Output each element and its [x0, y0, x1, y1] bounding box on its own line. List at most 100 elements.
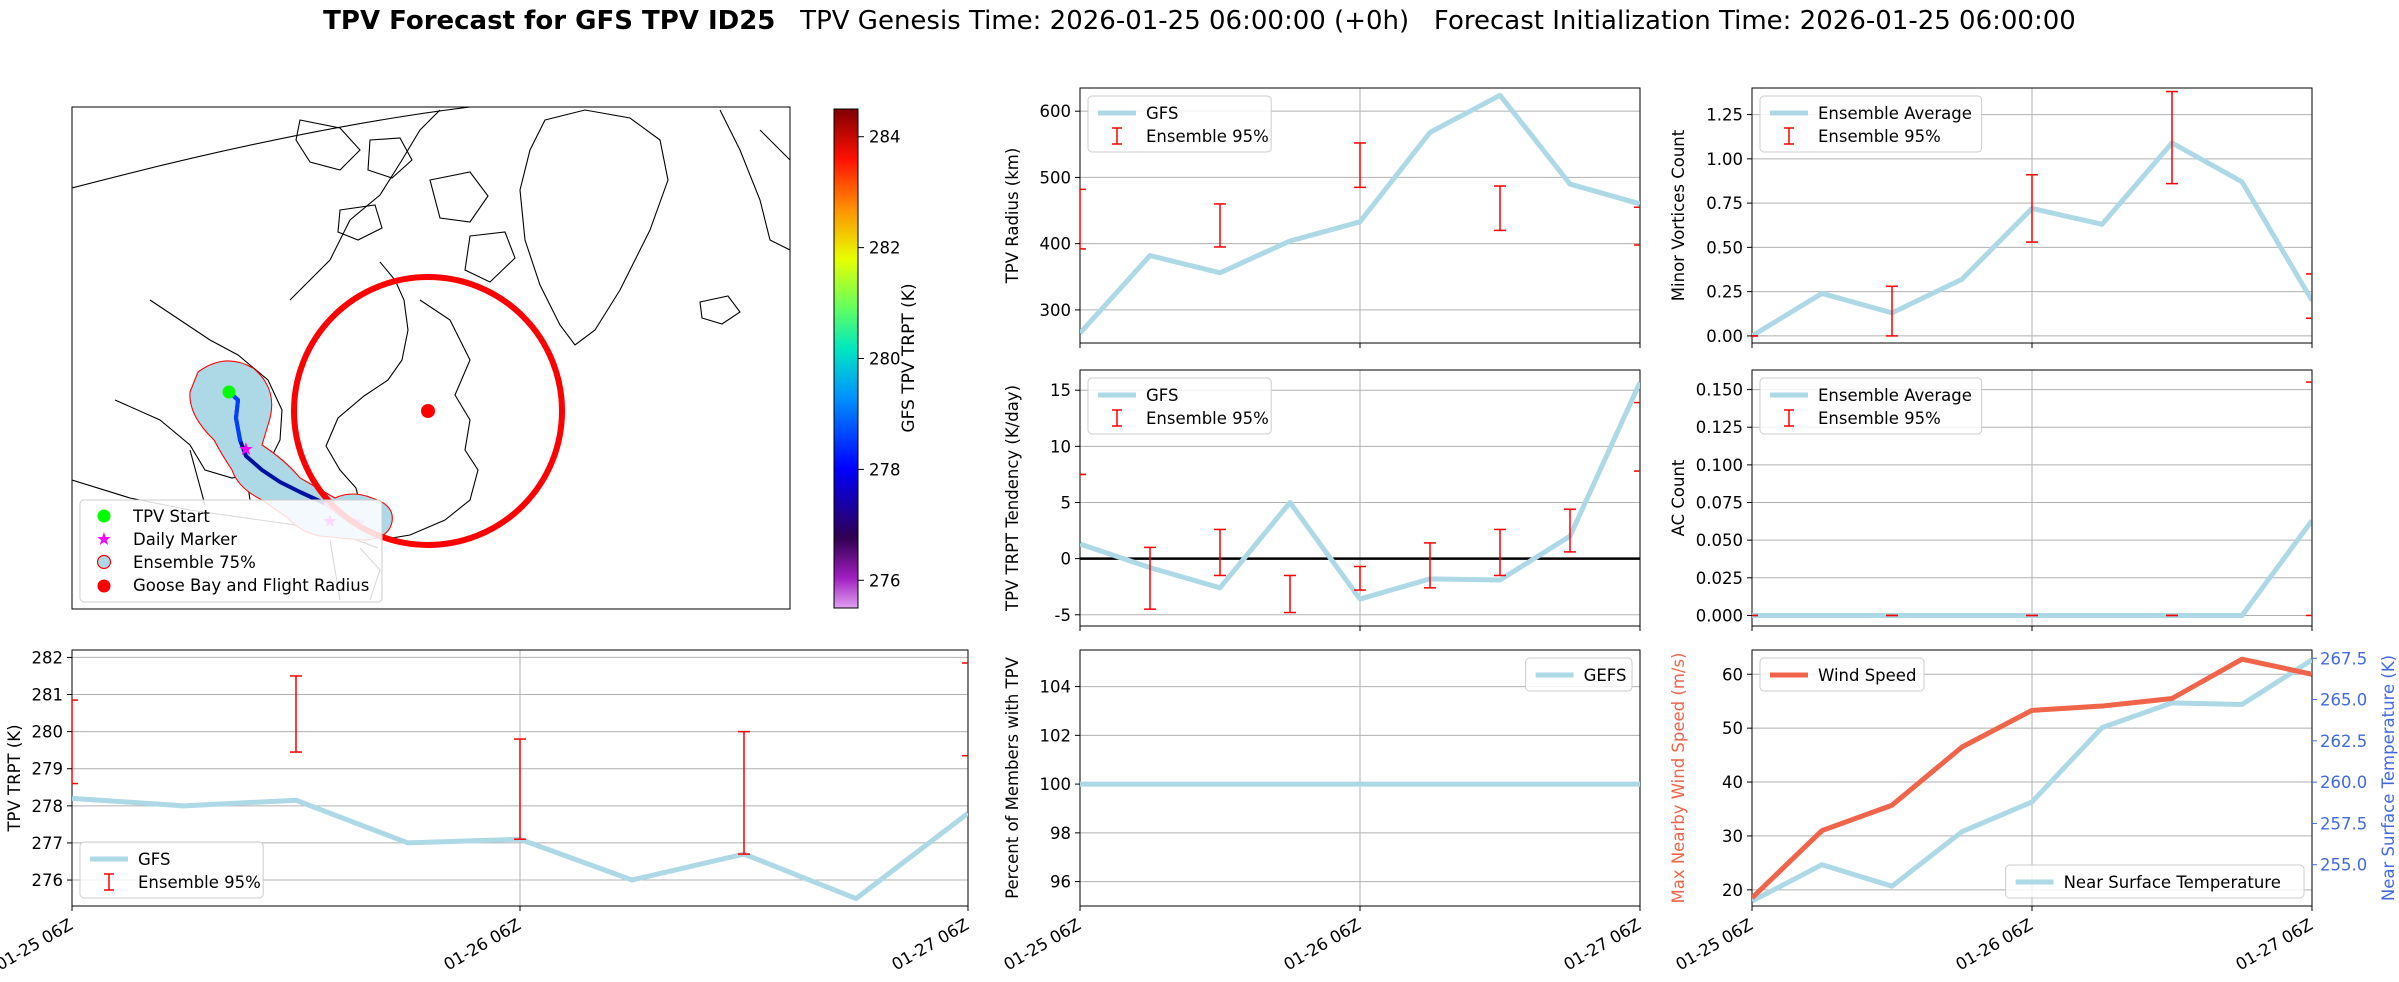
y-tick-label: 0.00: [1706, 327, 1743, 346]
tpv-start-marker: [222, 385, 236, 399]
series-line: [1752, 656, 2312, 900]
legend-label: Ensemble 95%: [1146, 409, 1269, 428]
y-tick-label: 102: [1040, 726, 1072, 745]
flight-radius: [291, 274, 565, 548]
figure-title: TPV Forecast for GFS TPV ID25 TPV Genesi…: [0, 6, 2399, 36]
y-tick-label: 1.25: [1706, 106, 1743, 125]
legend: Wind Speed: [1759, 657, 1925, 692]
y2-tick-label: 257.5: [2320, 814, 2367, 833]
colorbar-tick-label: 276: [869, 571, 901, 590]
plot-area: [1080, 92, 1640, 335]
legend-goose-icon: [97, 579, 111, 593]
island-3: [429, 171, 489, 223]
trpt-panel: 276 277 278 279 280 281 282 01-25 06Z 01-26 06Z 0…: [0, 648, 972, 974]
legend: GFS Ensemble 95%: [1087, 95, 1272, 153]
legend-box: [1759, 657, 1925, 692]
colorbar: 276 278 280 282 284 GFS TPV TRPT (K): [833, 108, 919, 609]
map-panel: ★ ★ TPV Start ★ Daily Marker Ensemble 75…: [71, 106, 919, 610]
percent-members-panel: 96 98 100 102 104 01-25 06Z 01-26 06Z 01-27 06Z…: [1000, 649, 1644, 974]
y-tick-label: 0.25: [1706, 283, 1743, 302]
legend-start-label: TPV Start: [132, 507, 210, 526]
y-axis-label: TPV TRPT (K): [5, 724, 24, 832]
y-axis-label: Max Nearby Wind Speed (m/s): [1669, 652, 1688, 903]
y-tick-label: 500: [1040, 168, 1072, 187]
x-tick-label: 01-27 06Z: [2232, 915, 2316, 974]
legend-label: Ensemble 95%: [138, 873, 261, 892]
y-tick-label: 0.050: [1696, 531, 1743, 550]
y-tick-label: 0.150: [1696, 381, 1743, 400]
legend-box: [1759, 377, 1983, 435]
y-tick-label: 400: [1040, 235, 1072, 254]
figure-title-bold: TPV Forecast for GFS TPV ID25: [323, 6, 776, 36]
legend-label: GEFS: [1584, 666, 1627, 685]
x-tick-label: 01-25 06Z: [1000, 915, 1084, 974]
legend-label: Ensemble 95%: [1818, 409, 1941, 428]
plot-area: [72, 662, 968, 902]
legend-star-icon: ★: [96, 529, 112, 550]
y-tick-label: 0.50: [1706, 238, 1743, 257]
island-5: [337, 204, 383, 241]
y2-tick-label: 267.5: [2320, 649, 2367, 668]
ensemble-75-area: [189, 360, 393, 541]
y-tick-label: 300: [1040, 301, 1072, 320]
legend-label: Ensemble Average: [1818, 104, 1972, 123]
legend-label: Near Surface Temperature: [2064, 873, 2281, 892]
y-axis-label: Minor Vortices Count: [1669, 129, 1688, 301]
map-legend-box: [79, 499, 383, 603]
legend-goose-label: Goose Bay and Flight Radius: [133, 576, 369, 595]
greenland: [519, 109, 669, 346]
legend-label: GFS: [1146, 104, 1178, 123]
legend-box: [1759, 95, 1983, 153]
map-legend: TPV Start ★ Daily Marker Ensemble 75% Go…: [79, 499, 383, 603]
legend-ensemble-icon: [96, 554, 112, 570]
island-1: [295, 119, 361, 171]
hudson-coast: [114, 261, 409, 513]
plot-area: [1752, 90, 2312, 339]
y-tick-label: 0.125: [1696, 418, 1743, 437]
y-tick-label: 0.75: [1706, 194, 1743, 213]
temperature-line: [1752, 657, 2312, 904]
colorbar-tick-label: 278: [869, 460, 901, 479]
island-4: [464, 231, 516, 283]
colorbar-tick-label: 284: [869, 128, 901, 147]
wind-temperature-panel: 20 30 40 50 60 01-25 06Z 01-26 06Z 01-27 06Z Max…: [1669, 649, 2398, 974]
y-tick-label: 0.075: [1696, 494, 1743, 513]
y2-tick-label: 260.0: [2320, 773, 2367, 792]
y-axis-label: Percent of Members with TPV: [1003, 656, 1022, 898]
x-tick-label: 01-25 06Z: [0, 915, 76, 974]
legend-box: [79, 841, 264, 899]
x-tick-label: 01-26 06Z: [1280, 915, 1364, 974]
colorbar-tick-label: 280: [869, 350, 901, 369]
legend-label: GFS: [1146, 386, 1178, 405]
legend-label: GFS: [138, 850, 170, 869]
minor-vortices-panel: 0.00 0.25 0.50 0.75 1.00 1.25 Minor Vortices C…: [1669, 87, 2313, 348]
projection-edge: [72, 107, 471, 189]
legend-box: [1525, 657, 1633, 692]
europe-coast: [759, 129, 790, 161]
y-tick-label: 0: [1061, 550, 1072, 569]
y-tick-label: 281: [32, 686, 64, 705]
legend: GEFS: [1525, 657, 1633, 692]
y-tick-label: 279: [32, 760, 64, 779]
goose-bay-marker: [421, 404, 435, 418]
series-line: [1080, 92, 1640, 335]
plot-area: [1752, 656, 2312, 904]
y-tick-label: 0.000: [1696, 606, 1743, 625]
legend-label: Wind Speed: [1818, 666, 1916, 685]
colorbar-tick-label: 282: [869, 239, 901, 258]
y-tick-label: 1.00: [1706, 150, 1743, 169]
colorbar-gradient: [833, 108, 859, 609]
legend: GFS Ensemble 95%: [79, 841, 264, 899]
colorbar-label: GFS TPV TRPT (K): [899, 283, 919, 432]
y2-axis-label: Near Surface Temperature (K): [2379, 655, 2398, 901]
y-tick-label: 100: [1040, 775, 1072, 794]
y-tick-label: 5: [1061, 493, 1072, 512]
x-tick-label: 01-27 06Z: [888, 915, 972, 974]
legend-ensemble-label: Ensemble 75%: [133, 553, 256, 572]
legend-start-icon: [97, 509, 111, 523]
labrador-coast: [379, 299, 479, 541]
y-tick-label: 96: [1050, 873, 1071, 892]
y-tick-label: 280: [32, 723, 64, 742]
daily-marker: ★: [238, 439, 254, 460]
legend-label: Ensemble Average: [1818, 386, 1972, 405]
